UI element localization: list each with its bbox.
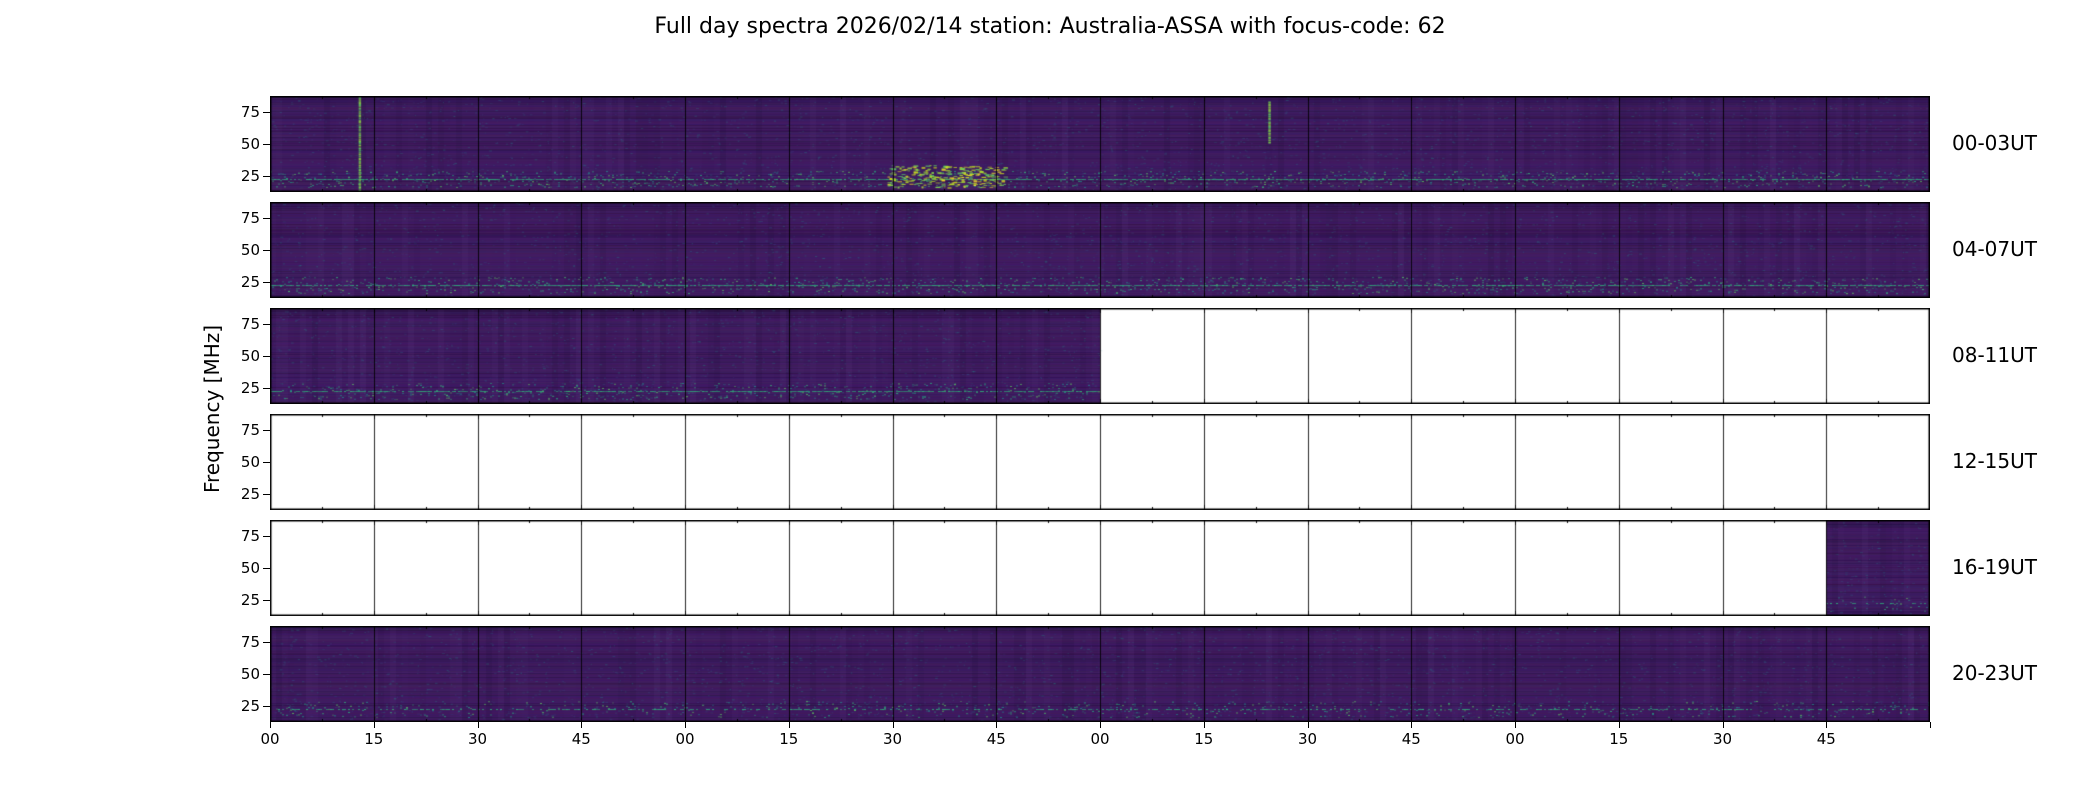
x-tick-mark — [1722, 722, 1724, 728]
x-tick-label: 45 — [1816, 730, 1836, 748]
y-tick-mark — [263, 282, 270, 283]
x-tick-label: 30 — [1712, 730, 1733, 748]
row-time-label: 08-11UT — [1952, 343, 2037, 367]
y-tick-mark — [263, 494, 270, 495]
y-tick-label: 75 — [240, 103, 260, 122]
y-tick-label: 50 — [240, 241, 260, 259]
y-tick-mark — [263, 112, 270, 113]
x-tick-mark — [892, 722, 894, 728]
x-tick-mark — [477, 722, 479, 728]
y-tick-mark — [263, 642, 270, 643]
row-time-label: 16-19UT — [1952, 555, 2037, 579]
spectrogram-canvas — [270, 202, 1930, 298]
x-tick-label: 00 — [675, 730, 695, 748]
y-tick-label: 50 — [240, 135, 260, 153]
y-tick-label: 75 — [240, 315, 260, 334]
x-tick-mark — [1618, 722, 1620, 728]
y-tick-mark — [263, 144, 270, 145]
y-tick-label: 75 — [240, 421, 260, 440]
x-tick-mark — [270, 722, 271, 728]
spectrogram-row-0: 75 50 25 00-03UT — [0, 96, 2100, 192]
y-tick-label: 25 — [240, 272, 260, 291]
y-tick-mark — [263, 356, 270, 357]
spectrogram-row-4: 75 50 25 16-19UT — [0, 520, 2100, 616]
x-tick-label: 45 — [1401, 730, 1421, 748]
x-tick-label: 00 — [1090, 730, 1110, 748]
y-tick-mark — [263, 674, 270, 675]
y-tick-label: 50 — [240, 453, 260, 471]
x-tick-label: 15 — [1194, 730, 1214, 748]
x-tick-label: 15 — [1609, 730, 1629, 748]
x-tick-label: 45 — [986, 730, 1006, 748]
row-time-label: 00-03UT — [1952, 131, 2037, 155]
x-tick-mark — [996, 722, 998, 728]
y-tick-mark — [263, 176, 270, 177]
y-tick-label: 25 — [240, 378, 260, 397]
spectrogram-row-5: 75 50 25 20-23UT — [0, 626, 2100, 722]
x-tick-mark — [685, 722, 686, 728]
x-tick-label: 30 — [1297, 730, 1318, 748]
spectrogram-canvas — [270, 520, 1930, 616]
y-tick-label: 75 — [240, 209, 260, 228]
x-tick-label: 45 — [571, 730, 591, 748]
x-tick-mark — [581, 722, 583, 728]
x-tick-mark — [1826, 722, 1828, 728]
x-tick-mark — [1307, 722, 1309, 728]
x-tick-mark — [373, 722, 375, 728]
x-tick-mark — [1411, 722, 1413, 728]
y-tick-label: 50 — [240, 665, 260, 683]
x-tick-label: 30 — [467, 730, 488, 748]
spectrogram-row-3: 75 50 25 12-15UT — [0, 414, 2100, 510]
spectrogram-canvas — [270, 308, 1930, 404]
y-tick-mark — [263, 250, 270, 251]
x-tick-label: 00 — [1505, 730, 1525, 748]
y-tick-mark — [263, 388, 270, 389]
x-tick-label: 30 — [882, 730, 903, 748]
y-tick-mark — [263, 462, 270, 463]
y-tick-mark — [263, 706, 270, 707]
y-tick-mark — [263, 568, 270, 569]
y-tick-mark — [263, 536, 270, 537]
row-time-label: 04-07UT — [1952, 237, 2037, 261]
spectrogram-canvas — [270, 414, 1930, 510]
y-tick-mark — [263, 218, 270, 219]
y-tick-label: 25 — [240, 166, 260, 185]
y-tick-mark — [263, 430, 270, 431]
x-tick-mark — [788, 722, 790, 728]
x-tick-label: 15 — [364, 730, 384, 748]
spectrogram-canvas — [270, 96, 1930, 192]
x-tick-label: 15 — [779, 730, 799, 748]
chart-title: Full day spectra 2026/02/14 station: Aus… — [654, 14, 1446, 39]
spectrogram-canvas — [270, 626, 1930, 722]
row-time-label: 20-23UT — [1952, 661, 2037, 685]
y-tick-label: 25 — [240, 484, 260, 503]
y-tick-mark — [263, 600, 270, 601]
y-tick-label: 75 — [240, 527, 260, 546]
y-tick-label: 25 — [240, 590, 260, 609]
x-tick-label: 00 — [260, 730, 280, 748]
x-tick-mark — [1203, 722, 1205, 728]
spectrogram-row-2: 75 50 25 08-11UT — [0, 308, 2100, 404]
x-tick-mark — [1515, 722, 1516, 728]
y-tick-label: 50 — [240, 559, 260, 577]
x-tick-mark — [1100, 722, 1101, 728]
y-tick-label: 50 — [240, 347, 260, 365]
row-time-label: 12-15UT — [1952, 449, 2037, 473]
y-tick-label: 75 — [240, 633, 260, 652]
spectrogram-row-1: 75 50 25 04-07UT — [0, 202, 2100, 298]
y-tick-mark — [263, 324, 270, 325]
x-tick-mark — [1930, 722, 1931, 728]
y-tick-label: 25 — [240, 696, 260, 715]
